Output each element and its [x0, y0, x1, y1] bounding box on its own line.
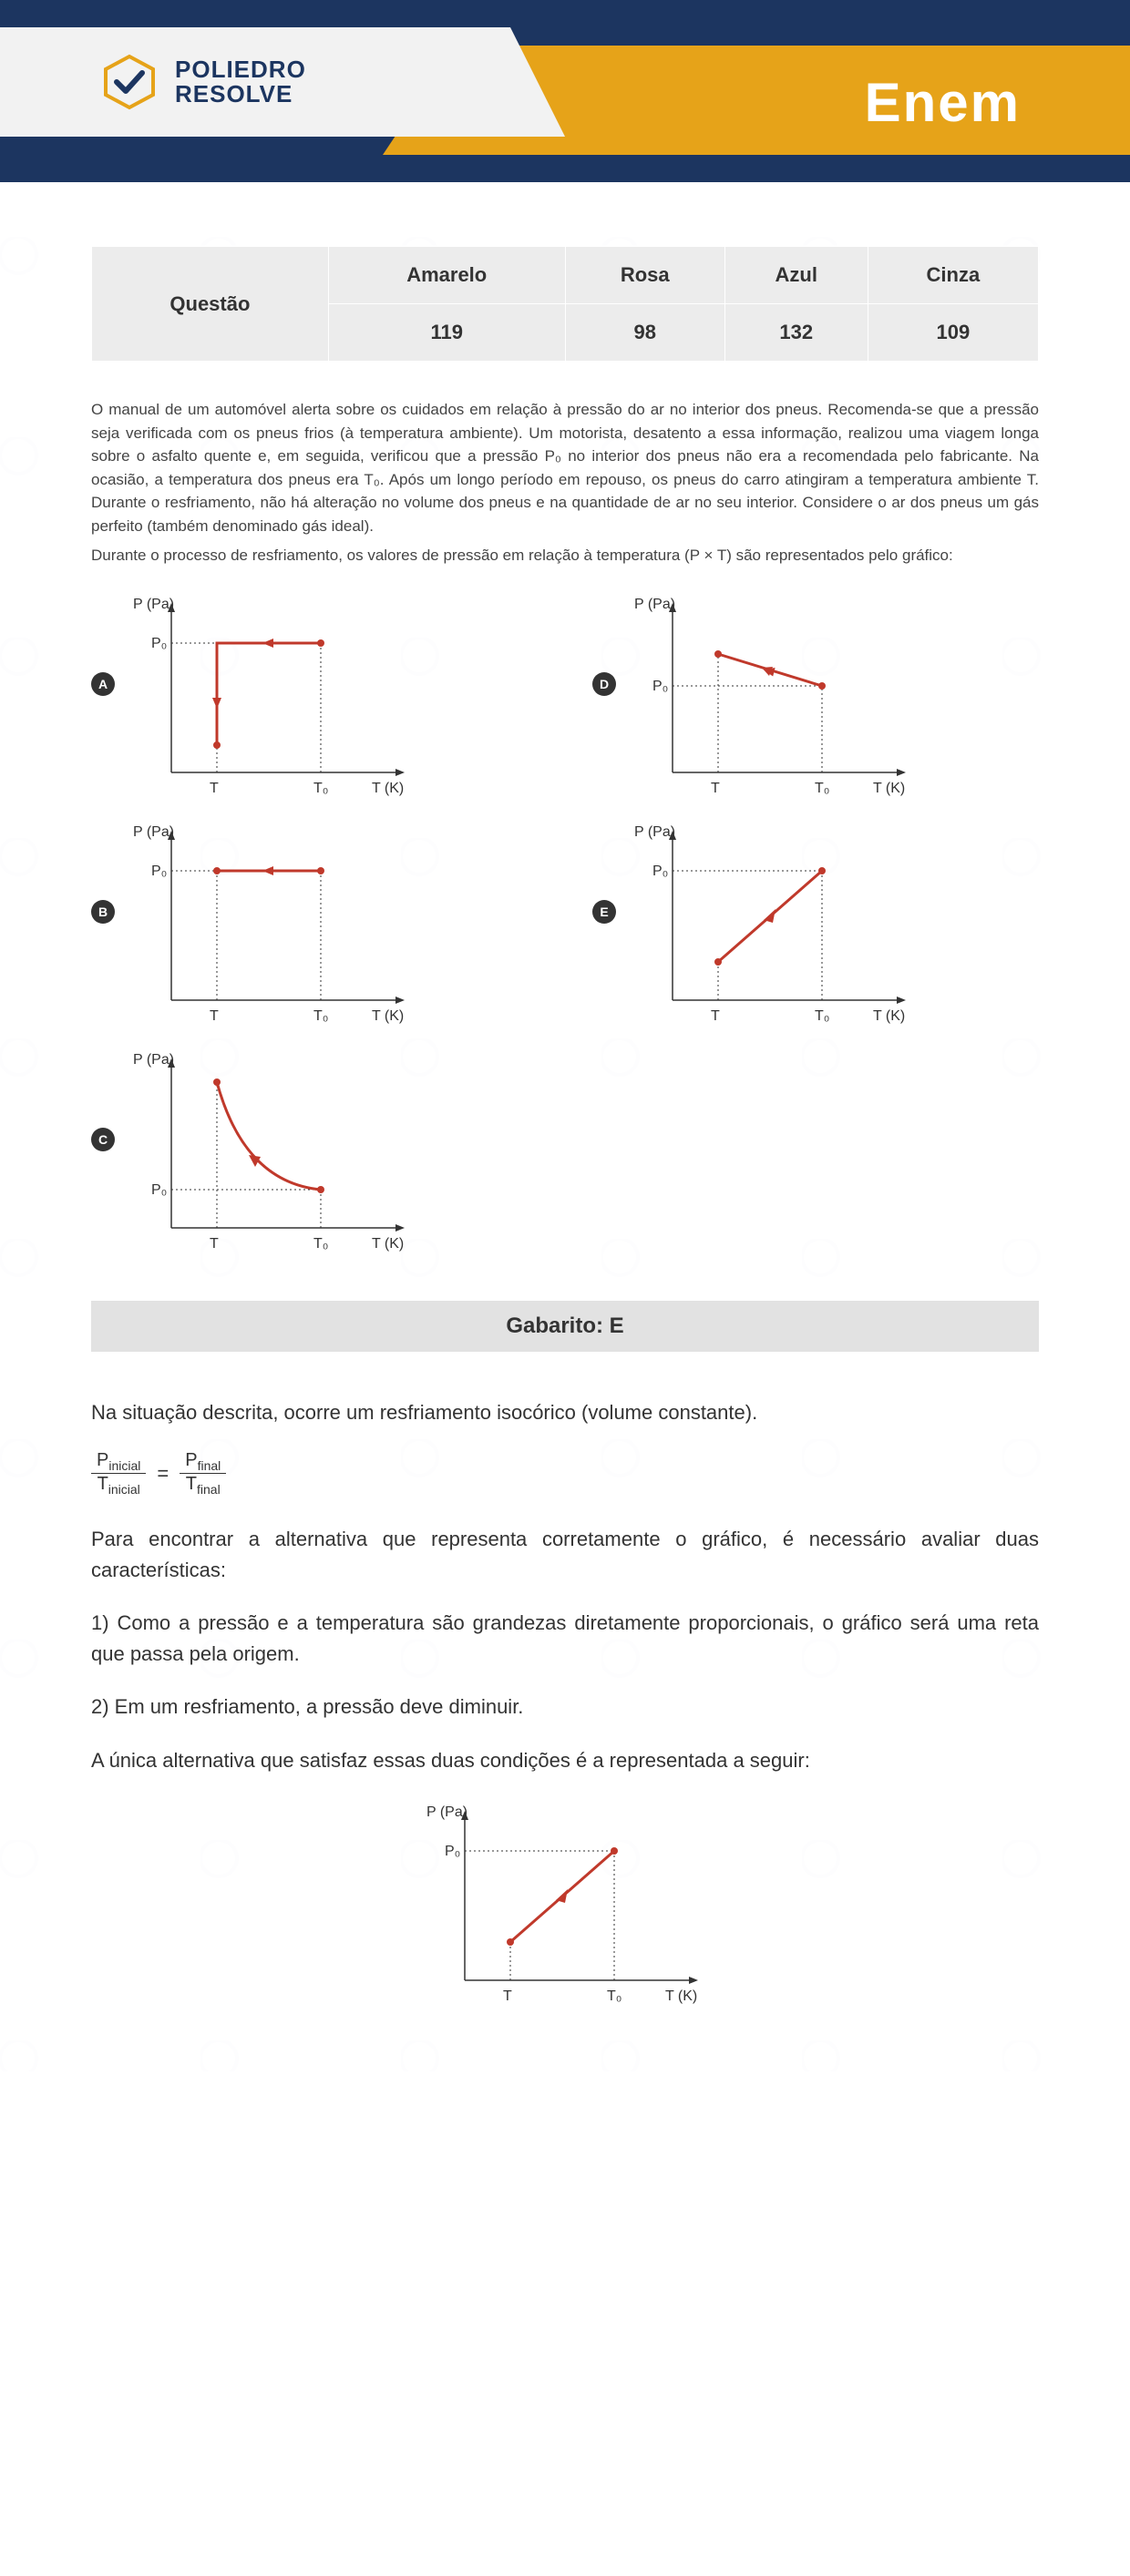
option-letter: A [91, 672, 115, 696]
option-d: D P (Pa) T (K) P₀ T T₀ [592, 590, 1039, 809]
svg-text:P₀: P₀ [151, 1182, 167, 1198]
svg-text:P₀: P₀ [652, 679, 668, 694]
problem-lead: Durante o processo de resfriamento, os v… [91, 547, 1039, 565]
page-header: POLIEDRO RESOLVE Enem [0, 0, 1130, 182]
fraction-right: Pfinal Tfinal [180, 1450, 226, 1497]
svg-text:T (K): T (K) [372, 1008, 404, 1024]
logo-hexagon-icon [100, 53, 159, 111]
logo-line2: RESOLVE [175, 82, 306, 107]
chart-c: P (Pa) T (K) P₀ T T₀ [126, 1046, 417, 1264]
chart-b: P (Pa) T (K) P₀ T T₀ [126, 818, 417, 1037]
option-letter: D [592, 672, 616, 696]
solution-p3: 1) Como a pressão e a temperatura são gr… [91, 1608, 1039, 1670]
option-e: E P (Pa) T (K) P₀ T T₀ [592, 818, 1039, 1037]
option-letter: C [91, 1128, 115, 1151]
solution-p5: A única alternativa que satisfaz essas d… [91, 1745, 1039, 1776]
logo-text: POLIEDRO RESOLVE [175, 57, 306, 107]
svg-text:T (K): T (K) [665, 1988, 697, 2004]
svg-text:P (Pa): P (Pa) [133, 824, 174, 840]
solution-block: Na situação descrita, ocorre um resfriam… [91, 1397, 1039, 2017]
solution-p1: Na situação descrita, ocorre um resfriam… [91, 1397, 1039, 1428]
svg-text:T (K): T (K) [873, 1008, 905, 1024]
chart-a: P (Pa) T (K) P₀ T T₀ [126, 590, 417, 809]
fraction-left: Pinicial Tinicial [91, 1450, 146, 1497]
svg-text:P (Pa): P (Pa) [426, 1804, 467, 1820]
exam-title: Enem [865, 71, 1021, 134]
svg-text:T: T [503, 1988, 512, 2004]
table-cell: 132 [724, 304, 868, 362]
question-number-table: Questão Amarelo Rosa Azul Cinza 119 98 1… [91, 246, 1039, 362]
svg-text:T₀: T₀ [815, 781, 829, 796]
svg-text:P (Pa): P (Pa) [634, 824, 675, 840]
svg-text:T₀: T₀ [313, 1236, 328, 1252]
equals-sign: = [157, 1462, 169, 1486]
chart-e: P (Pa) T (K) P₀ T T₀ [627, 818, 919, 1037]
svg-text:T: T [210, 781, 219, 796]
header-logo-panel: POLIEDRO RESOLVE [0, 27, 565, 137]
svg-text:T: T [210, 1008, 219, 1024]
options-grid: A P (Pa) T (K) P₀ T T₀ [91, 590, 1039, 1264]
table-col-header: Azul [724, 247, 868, 304]
svg-text:T₀: T₀ [607, 1988, 622, 2004]
solution-final-chart: P (Pa) T (K) P₀ T T₀ [91, 1798, 1039, 2017]
svg-text:P₀: P₀ [151, 864, 167, 879]
option-b: B P (Pa) T (K) P₀ T T₀ [91, 818, 538, 1037]
logo-line1: POLIEDRO [175, 57, 306, 82]
option-letter: E [592, 900, 616, 924]
option-c: C P (Pa) T (K) P₀ T T₀ [91, 1046, 538, 1264]
table-cell: 119 [328, 304, 565, 362]
svg-text:T₀: T₀ [313, 781, 328, 796]
solution-p2: Para encontrar a alternativa que represe… [91, 1524, 1039, 1586]
answer-banner: Gabarito: E [91, 1301, 1039, 1352]
chart-d: P (Pa) T (K) P₀ T T₀ [627, 590, 919, 809]
svg-text:T: T [711, 781, 720, 796]
table-col-header: Amarelo [328, 247, 565, 304]
solution-equation: Pinicial Tinicial = Pfinal Tfinal [91, 1450, 1039, 1497]
svg-text:T: T [210, 1236, 219, 1252]
solution-p4: 2) Em um resfriamento, a pressão deve di… [91, 1692, 1039, 1722]
svg-text:P (Pa): P (Pa) [634, 597, 675, 612]
svg-text:P (Pa): P (Pa) [133, 597, 174, 612]
table-col-header: Cinza [868, 247, 1038, 304]
table-col-header: Rosa [565, 247, 724, 304]
svg-text:T₀: T₀ [815, 1008, 829, 1024]
table-row-label: Questão [92, 247, 329, 362]
svg-text:P₀: P₀ [445, 1844, 460, 1859]
svg-text:T (K): T (K) [372, 1236, 404, 1252]
table-cell: 98 [565, 304, 724, 362]
option-a: A P (Pa) T (K) P₀ T T₀ [91, 590, 538, 809]
svg-text:P₀: P₀ [652, 864, 668, 879]
problem-paragraph: O manual de um automóvel alerta sobre os… [91, 398, 1039, 537]
svg-text:T (K): T (K) [372, 781, 404, 796]
svg-text:P₀: P₀ [151, 636, 167, 651]
svg-text:T₀: T₀ [313, 1008, 328, 1024]
svg-text:P (Pa): P (Pa) [133, 1052, 174, 1068]
table-cell: 109 [868, 304, 1038, 362]
content-area: Questão Amarelo Rosa Azul Cinza 119 98 1… [0, 182, 1130, 2071]
svg-text:T (K): T (K) [873, 781, 905, 796]
option-letter: B [91, 900, 115, 924]
svg-text:T: T [711, 1008, 720, 1024]
chart-solution: P (Pa) T (K) P₀ T T₀ [419, 1798, 711, 2017]
